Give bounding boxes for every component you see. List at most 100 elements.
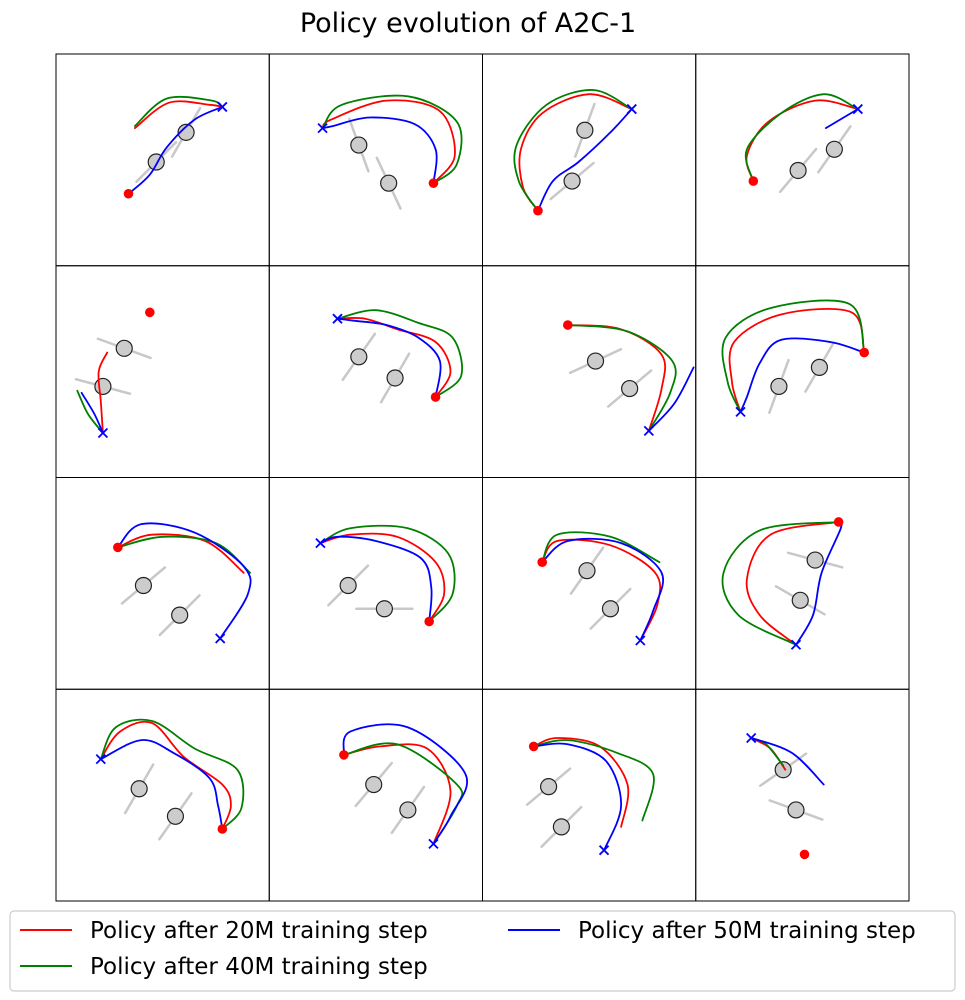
goal-marker [643,425,654,437]
panel-content [123,95,228,199]
panel-13 [55,688,270,902]
panel-frame [482,688,697,902]
obstacle [339,576,357,595]
goal-marker [746,732,757,744]
trajectory-20m [728,308,866,413]
obstacle [578,562,596,580]
goal-marker-stroke [428,838,439,849]
obstacle [806,551,824,569]
start-marker [113,542,123,553]
goal-marker-stroke [317,122,328,134]
start-marker [217,824,228,834]
obstacle [789,161,807,180]
panel-content [563,320,695,437]
trajectory-20m [566,324,667,432]
panel-7 [482,265,697,478]
trajectory-20m [97,351,109,434]
panel-content [744,93,863,194]
trajectory-20m [336,317,452,398]
obstacle [576,121,594,139]
panel-3 [482,53,697,267]
trajectory-50m [99,739,224,830]
goal-marker-stroke [217,101,228,113]
trajectory-40m [513,89,633,212]
legend-label-40m: Policy after 40M training step [90,954,428,980]
trajectory-20m [116,533,245,574]
trajectory-50m [537,108,633,212]
panel-5 [55,265,270,478]
panel-11 [482,477,697,690]
panel-content [513,89,637,216]
panel-content [339,723,468,849]
panel-content [317,94,463,210]
goal-marker-stroke [735,406,746,417]
panel-16 [695,688,910,902]
trajectory-50m [342,723,468,845]
obstacle [365,775,383,794]
trajectory-20m [321,99,456,185]
goal-marker [598,845,610,856]
obstacle [350,348,368,366]
legend-frame [9,910,956,992]
trajectory-40m [566,324,677,432]
goal-marker-stroke [790,639,802,650]
goal-marker-stroke [643,425,654,437]
start-marker [428,178,439,188]
start-marker [833,517,844,527]
panel-14 [268,688,483,902]
panel-1 [55,53,270,267]
panel-content [95,718,245,841]
obstacle [380,174,398,192]
obstacle [586,352,605,370]
obstacle [94,377,112,396]
obstacle [791,591,809,609]
trajectory-40m [721,299,866,413]
trajectory-50m [795,521,843,646]
panel-frame [695,477,910,690]
start-marker [859,347,870,358]
panel-15 [482,688,697,902]
panel-content [315,524,456,627]
trajectory-50m [750,737,825,786]
start-marker [563,320,573,330]
trajectory-50m [532,742,623,852]
trajectory-40m [99,718,245,830]
trajectory-40m [321,94,463,185]
obstacle [601,600,620,618]
legend-entry-50m: Policy after 50M training step [508,918,916,944]
panel-6 [268,265,483,478]
trajectory-40m [319,524,456,623]
panel-content [746,732,825,860]
trajectory-20m [319,532,446,623]
goal-marker-stroke [95,753,106,765]
obstacle [787,801,805,819]
goal-marker [332,313,343,324]
obstacle [177,123,195,141]
trajectory-20m [99,720,232,830]
panel-frame [268,477,483,690]
panel-frame [268,53,483,267]
goal-marker [95,753,106,765]
obstacle [810,358,829,376]
panel-content [721,299,870,417]
start-marker [537,557,548,567]
panel-4 [695,53,910,267]
goal-marker-stroke [626,103,637,115]
trajectory-20m [745,521,840,646]
legend-label-20m: Policy after 20M training step [90,918,428,944]
obstacle [386,369,404,387]
panel-frame [695,688,910,902]
start-marker [339,750,349,760]
panel-content [113,522,252,644]
trajectory-50m [80,391,104,434]
obstacle [147,153,165,171]
start-marker [430,392,441,402]
goal-marker [317,122,328,134]
panel-10 [268,477,483,690]
obstacle [130,780,148,798]
panel-content [332,309,463,404]
obstacle [774,761,792,779]
panel-frame [55,477,270,690]
trajectory-40m [76,389,104,434]
